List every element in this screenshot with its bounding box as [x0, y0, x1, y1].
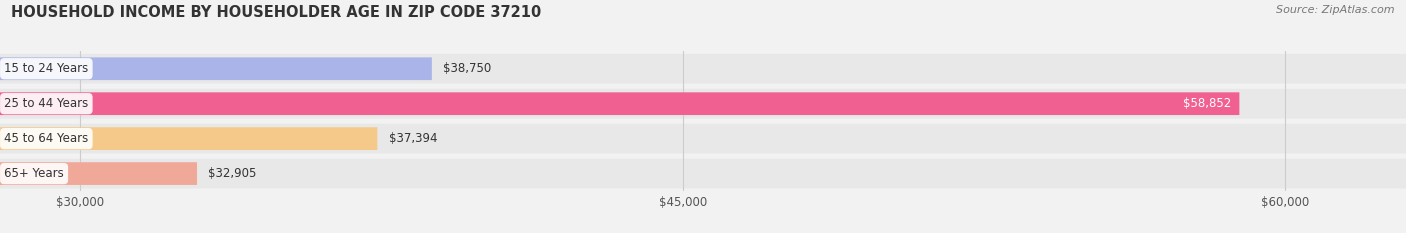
- Text: $38,750: $38,750: [443, 62, 491, 75]
- Text: $32,905: $32,905: [208, 167, 257, 180]
- FancyBboxPatch shape: [0, 162, 197, 185]
- FancyBboxPatch shape: [0, 127, 377, 150]
- Text: $37,394: $37,394: [388, 132, 437, 145]
- FancyBboxPatch shape: [0, 57, 432, 80]
- FancyBboxPatch shape: [0, 124, 1406, 154]
- Text: HOUSEHOLD INCOME BY HOUSEHOLDER AGE IN ZIP CODE 37210: HOUSEHOLD INCOME BY HOUSEHOLDER AGE IN Z…: [11, 5, 541, 20]
- Text: 65+ Years: 65+ Years: [4, 167, 63, 180]
- FancyBboxPatch shape: [0, 89, 1406, 119]
- Text: 25 to 44 Years: 25 to 44 Years: [4, 97, 89, 110]
- Text: 15 to 24 Years: 15 to 24 Years: [4, 62, 89, 75]
- FancyBboxPatch shape: [0, 54, 1406, 84]
- FancyBboxPatch shape: [0, 159, 1406, 188]
- Text: Source: ZipAtlas.com: Source: ZipAtlas.com: [1277, 5, 1395, 15]
- FancyBboxPatch shape: [0, 92, 1239, 115]
- Text: 45 to 64 Years: 45 to 64 Years: [4, 132, 89, 145]
- Text: $58,852: $58,852: [1182, 97, 1230, 110]
